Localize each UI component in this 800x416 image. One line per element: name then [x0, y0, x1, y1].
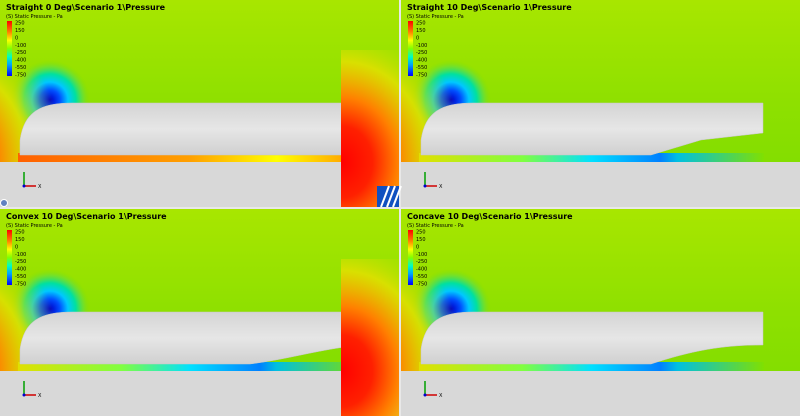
- legend-label: -750: [15, 282, 26, 288]
- legend-label: 150: [15, 28, 25, 34]
- viewport-panel: Straight 0 Deg\Scenario 1\Pressure (S) St…: [0, 0, 400, 210]
- legend-title: (S) Static Pressure - Pa: [407, 14, 464, 20]
- legend-label: -550: [15, 65, 26, 71]
- axis-label: X: [439, 393, 443, 399]
- axis-label: X: [439, 184, 443, 190]
- body: [420, 102, 764, 156]
- legend-label: 250: [416, 21, 426, 27]
- legend-bar: [408, 230, 413, 285]
- legend-label: 150: [416, 237, 426, 243]
- legend-label: 0: [15, 244, 18, 250]
- legend-label: -550: [416, 65, 427, 71]
- legend-label: 0: [416, 244, 419, 250]
- body: [19, 102, 363, 156]
- legend-label: 150: [15, 237, 25, 243]
- axis-z: [22, 393, 26, 397]
- legend-label: -250: [416, 259, 427, 265]
- legend-label: 250: [15, 230, 25, 236]
- viewport-panel: Straight 10 Deg\Scenario 1\Pressure (S) S…: [341, 0, 800, 210]
- panel-title: Straight 0 Deg\Scenario 1\Pressure: [6, 3, 166, 12]
- cube-stripe: [386, 185, 396, 208]
- viewport-panel: Concave 10 Deg\Scenario 1\Pressure (S) St…: [341, 209, 800, 416]
- legend-label: -750: [15, 73, 26, 79]
- ground: [401, 162, 800, 207]
- gap-flow: [419, 362, 764, 372]
- legend-label: -100: [15, 252, 26, 258]
- legend-label: -100: [416, 252, 427, 258]
- legend-label: 250: [416, 230, 426, 236]
- legend-label: 0: [15, 35, 18, 41]
- legend-label: -100: [416, 43, 427, 49]
- cube-stripe: [392, 185, 402, 208]
- legend-label: -400: [416, 267, 427, 273]
- gap-flow: [419, 153, 764, 163]
- legend-bar: [7, 230, 12, 285]
- legend-title: (S) Static Pressure - Pa: [6, 223, 63, 229]
- ground: [0, 371, 400, 416]
- zoom-icon: [0, 199, 8, 207]
- gap-flow: [18, 153, 363, 163]
- axis-z: [423, 184, 427, 188]
- legend-label: 0: [416, 35, 419, 41]
- legend-label: -400: [416, 58, 427, 64]
- legend-label: -250: [15, 50, 26, 56]
- legend-label: 250: [15, 21, 25, 27]
- axis-label: X: [38, 393, 42, 399]
- legend-label: -750: [416, 73, 427, 79]
- legend-bar: [7, 21, 12, 76]
- legend-label: -750: [416, 282, 427, 288]
- legend-label: -550: [15, 274, 26, 280]
- axis-z: [22, 184, 26, 188]
- legend-label: -100: [15, 43, 26, 49]
- legend-label: -400: [15, 267, 26, 273]
- cube-stripe: [380, 185, 390, 208]
- ground: [401, 371, 800, 416]
- legend-title: (S) Static Pressure - Pa: [6, 14, 63, 20]
- legend-label: -400: [15, 58, 26, 64]
- body: [420, 311, 764, 365]
- panel-title: Convex 10 Deg\Scenario 1\Pressure: [6, 212, 167, 221]
- axis-label: X: [38, 184, 42, 190]
- view-cube: [377, 185, 402, 208]
- gap-flow: [18, 362, 363, 372]
- panel-title: Straight 10 Deg\Scenario 1\Pressure: [407, 3, 572, 12]
- ground: [0, 162, 400, 207]
- panel-title: Concave 10 Deg\Scenario 1\Pressure: [407, 212, 573, 221]
- axis-z: [423, 393, 427, 397]
- legend-label: -550: [416, 274, 427, 280]
- legend-label: -250: [416, 50, 427, 56]
- legend-label: 150: [416, 28, 426, 34]
- viewport-panel: Convex 10 Deg\Scenario 1\Pressure (S) Sta…: [0, 209, 400, 416]
- legend-bar: [408, 21, 413, 76]
- legend-label: -250: [15, 259, 26, 265]
- divider-h: [0, 207, 800, 209]
- legend-title: (S) Static Pressure - Pa: [407, 223, 464, 229]
